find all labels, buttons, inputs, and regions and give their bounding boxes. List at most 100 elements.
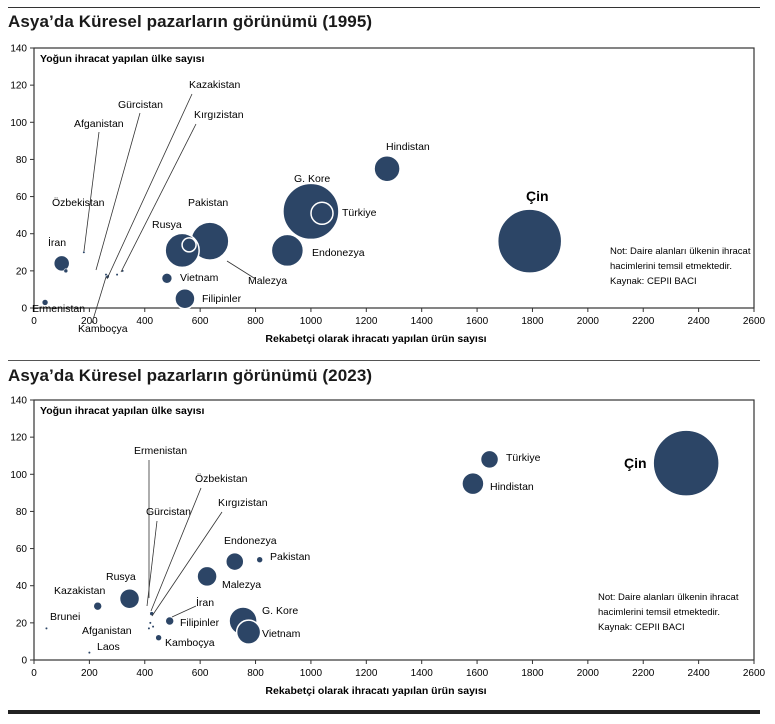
y-axis-title: Yoğun ihracat yapılan ülke sayısı — [40, 53, 204, 65]
label-iran: İran — [48, 236, 66, 249]
bubble-turkiye — [310, 201, 334, 226]
label-g-kore: G. Kore — [262, 605, 298, 617]
label-rusya: Rusya — [152, 219, 182, 231]
x-tick-label: 1200 — [355, 316, 378, 327]
leader-line-kambocya — [91, 276, 107, 324]
leader-line-gurcistan — [95, 112, 141, 271]
bubble-rusya — [118, 587, 141, 610]
bubble-gurcistan — [104, 272, 108, 277]
x-tick-label: 2400 — [687, 668, 710, 679]
label-gurcistan: Gürcistan — [118, 99, 163, 111]
label-brunei: Brunei — [50, 611, 80, 623]
y-tick-label: 80 — [16, 155, 28, 166]
y-tick-label: 120 — [10, 81, 27, 92]
label-filipinler: Filipinler — [202, 293, 242, 305]
bubble-iran — [165, 616, 174, 626]
label-ermenistan: Ermenistan — [134, 445, 187, 457]
x-tick-label: 1000 — [300, 316, 323, 327]
y-tick-label: 60 — [16, 544, 28, 555]
leader-line-kirgizistan — [120, 123, 197, 273]
x-tick-label: 2000 — [577, 316, 600, 327]
x-tick-label: 1000 — [300, 668, 323, 679]
label-malezya: Malezya — [222, 579, 261, 591]
label-ozbekistan: Özbekistan — [52, 197, 105, 209]
label-afganistan: Afganistan — [74, 118, 124, 130]
x-tick-label: 1600 — [466, 316, 489, 327]
y-tick-label: 80 — [16, 507, 28, 518]
label-vietnam: Vietnam — [262, 628, 301, 640]
bubble-malezya — [196, 565, 218, 588]
label-pakistan: Pakistan — [270, 551, 310, 563]
y-tick-label: 40 — [16, 581, 28, 592]
bubble-brunei — [44, 626, 49, 631]
y-tick-label: 140 — [10, 396, 27, 407]
plot-frame — [33, 399, 755, 661]
bubble-gurcistan — [148, 621, 152, 625]
label-cin: Çin — [526, 188, 549, 204]
x-tick-label: 1600 — [466, 668, 489, 679]
leader-line-malezya — [226, 260, 255, 279]
note-line: hacimlerini temsil etmektedir. — [610, 261, 732, 272]
bubble-turkiye — [479, 449, 500, 470]
y-tick-label: 0 — [21, 656, 27, 667]
x-tick-label: 1200 — [355, 668, 378, 679]
chart-title-2023: Asya’da Küresel pazarların görünümü (202… — [8, 366, 373, 385]
label-afganistan: Afganistan — [82, 625, 132, 637]
x-tick-label: 200 — [81, 316, 98, 327]
x-axis-title: Rekabetçi olarak ihracatı yapılan ürün s… — [265, 685, 486, 697]
x-tick-label: 2200 — [632, 316, 655, 327]
y-tick-label: 20 — [16, 618, 28, 629]
y-tick-label: 60 — [16, 192, 28, 203]
bubble-vietnam — [235, 619, 262, 645]
label-endonezya: Endonezya — [224, 535, 277, 547]
bubble-kazakistan — [93, 601, 102, 611]
bubble-hindistan — [373, 154, 401, 183]
x-tick-label: 2400 — [687, 316, 710, 327]
x-tick-label: 600 — [192, 668, 209, 679]
label-vietnam: Vietnam — [180, 272, 219, 284]
label-endonezya: Endonezya — [312, 247, 365, 259]
x-tick-label: 1400 — [411, 316, 434, 327]
note-line: Kaynak: CEPII BACI — [598, 622, 685, 633]
note-line: hacimlerini temsil etmektedir. — [598, 607, 720, 618]
bubble-pakistan — [256, 556, 263, 564]
x-tick-label: 600 — [192, 316, 209, 327]
note-line: Not: Daire alanları ülkenin ihracat — [598, 592, 739, 603]
label-iran: İran — [196, 596, 214, 609]
y-tick-label: 40 — [16, 229, 28, 240]
bubble-vietnam — [161, 272, 173, 284]
bubble-ozbekistan — [63, 268, 69, 274]
bubble-kazakistan — [115, 272, 119, 277]
bubble-endonezya — [270, 233, 305, 268]
label-kambocya: Kamboçya — [165, 637, 215, 649]
middle-rule — [8, 360, 760, 361]
x-tick-label: 400 — [136, 316, 153, 327]
label-kazakistan: Kazakistan — [54, 585, 106, 597]
y-tick-label: 140 — [10, 44, 27, 55]
top-rule — [8, 7, 760, 8]
label-g-kore: G. Kore — [294, 173, 330, 185]
chart-title-1995: Asya’da Küresel pazarların görünümü (199… — [8, 12, 373, 31]
bubble-ermenistan — [147, 626, 151, 631]
y-tick-label: 100 — [10, 470, 27, 481]
bottom-rule — [8, 710, 760, 714]
bubble-afganistan — [82, 250, 86, 254]
plot-frame — [33, 47, 755, 309]
label-kazakistan: Kazakistan — [189, 79, 241, 91]
x-tick-label: 800 — [247, 316, 264, 327]
x-axis-title: Rekabetçi olarak ihracatı yapılan ürün s… — [265, 333, 486, 345]
leader-line-afganistan — [83, 131, 100, 252]
bubble-hindistan — [461, 471, 485, 496]
leader-line-gurcistan — [146, 520, 158, 607]
leader-line-iran — [171, 605, 197, 618]
label-ozbekistan: Özbekistan — [195, 473, 248, 485]
x-tick-label: 400 — [136, 668, 153, 679]
y-tick-label: 20 — [16, 266, 28, 277]
bubble-laos — [87, 650, 91, 655]
leader-line-ozbekistan — [150, 487, 202, 612]
y-axis-title: Yoğun ihracat yapılan ülke sayısı — [40, 405, 204, 417]
note-line: Not: Daire alanları ülkenin ihracat — [610, 246, 751, 257]
label-kirgizistan: Kırgızistan — [194, 109, 244, 121]
